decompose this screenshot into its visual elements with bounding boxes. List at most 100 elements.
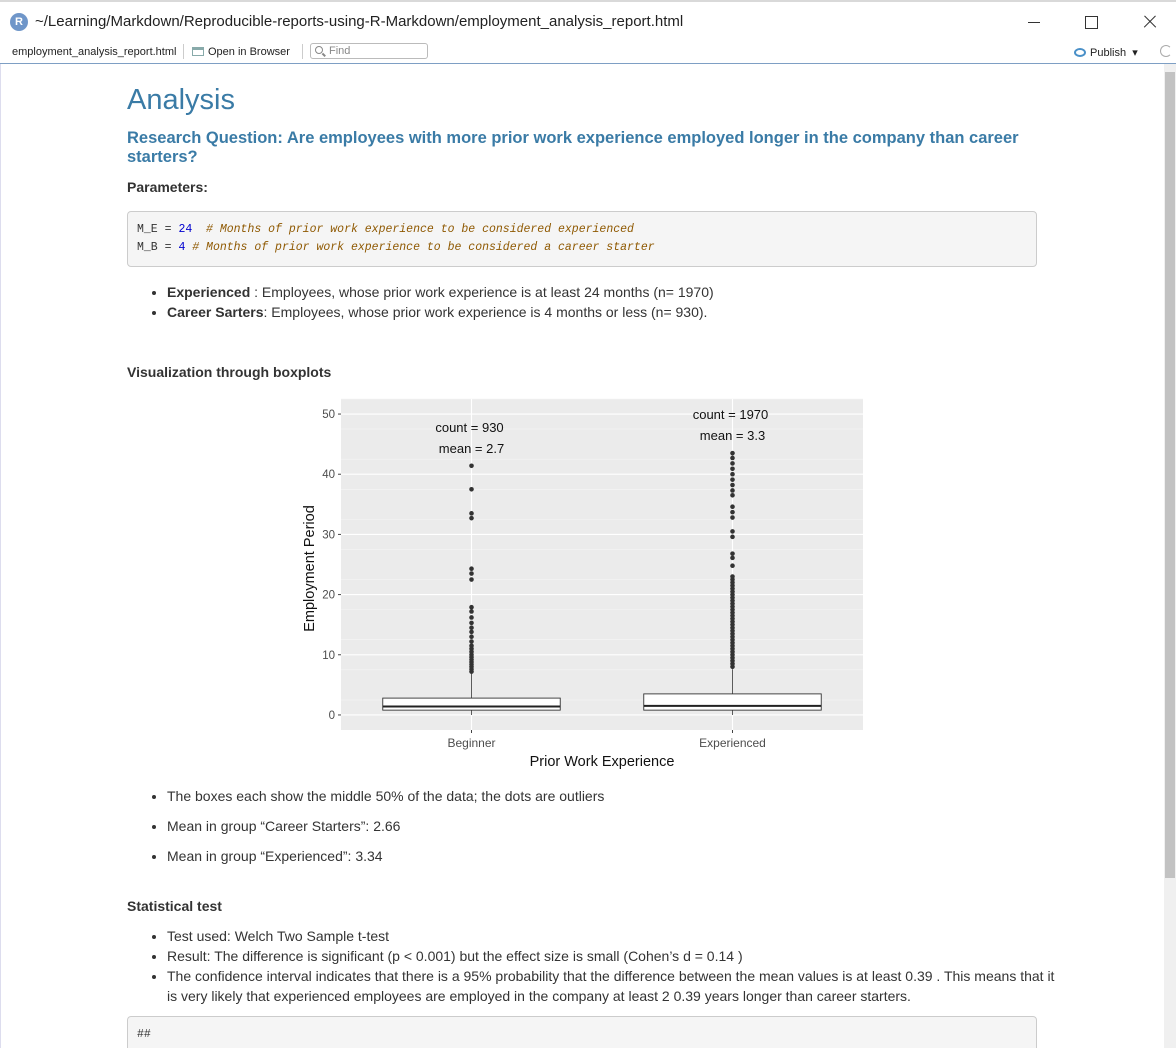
boxplot-figure: 0 10 20 30 40 50 Beginner Experienced count = 93…	[297, 394, 867, 774]
outlier-point	[469, 577, 474, 582]
page-title: Analysis	[127, 84, 235, 116]
outlier-point	[730, 563, 735, 569]
outlier-point	[730, 534, 735, 540]
outlier-point	[469, 511, 474, 516]
file-name-link[interactable]: employment_analysis_report.html	[12, 46, 177, 58]
browser-icon	[192, 47, 204, 56]
find-input[interactable]	[329, 44, 425, 58]
iqr-box	[643, 693, 822, 711]
y-tick-label: 10	[322, 650, 335, 662]
find-box	[310, 43, 428, 59]
list-item: The confidence interval indicates that t…	[167, 966, 1067, 1006]
publish-label: Publish	[1090, 47, 1127, 59]
outlier-point	[730, 574, 735, 579]
refresh-icon[interactable]	[1160, 45, 1172, 57]
x-tick-label: Beginner	[447, 736, 495, 750]
open-in-browser-label: Open in Browser	[208, 46, 290, 58]
minimize-button[interactable]	[1019, 8, 1049, 36]
list-item: Mean in group “Career Starters”: 2.66	[167, 816, 604, 836]
x-tick-label: Experienced	[699, 736, 766, 750]
outlier-point	[730, 461, 735, 466]
outlier-point	[730, 482, 735, 488]
toolbar-separator	[183, 44, 184, 59]
count-annotation: count = 1970	[693, 407, 769, 422]
box-beginner: count = 930 mean = 2.7	[382, 420, 561, 715]
outlier-point	[469, 625, 474, 630]
outlier-point	[730, 455, 735, 461]
code-line-2: M_B = 4 # Months of prior work experienc…	[137, 241, 655, 254]
maximize-button[interactable]	[1076, 8, 1106, 36]
outlier-point	[730, 492, 735, 498]
list-item: Career Sarters: Employees, whose prior w…	[167, 302, 714, 322]
outlier-point	[730, 515, 735, 520]
vertical-scrollbar[interactable]	[1164, 64, 1176, 1048]
list-item: Test used: Welch Two Sample t-test	[167, 926, 1067, 946]
output-code-block: ##	[127, 1016, 1037, 1048]
outlier-point	[730, 450, 735, 456]
iqr-box	[382, 697, 561, 711]
count-annotation: count = 930	[435, 420, 503, 435]
definitions-list: Experienced : Employees, whose prior wor…	[127, 282, 714, 322]
outlier-point	[469, 634, 474, 640]
search-icon	[315, 46, 323, 54]
outlier-point	[730, 477, 735, 482]
outlier-point	[730, 466, 735, 472]
outlier-point	[469, 639, 474, 644]
list-item: Result: The difference is significant (p…	[167, 946, 1067, 966]
r-logo-icon: R	[10, 13, 28, 31]
publish-button[interactable]: Publish ▾	[1074, 46, 1138, 59]
viewer-toolbar: employment_analysis_report.html Open in …	[0, 40, 1176, 64]
research-question: Research Question: Are employees with mo…	[127, 129, 1019, 166]
y-tick-label: 20	[322, 590, 335, 602]
list-item: Mean in group “Experienced”: 3.34	[167, 846, 604, 866]
y-tick-label: 40	[322, 469, 335, 481]
outlier-point	[730, 509, 735, 515]
code-line-1: M_E = 24 # Months of prior work experien…	[137, 223, 634, 236]
y-tick-label: 0	[329, 710, 335, 722]
outlier-point	[469, 566, 474, 572]
outlier-point	[730, 471, 735, 477]
viz-heading: Visualization through boxplots	[127, 364, 332, 380]
outlier-point	[730, 529, 735, 534]
code-output: ##	[137, 1028, 151, 1041]
publish-icon	[1074, 48, 1086, 57]
close-button[interactable]	[1134, 8, 1164, 36]
parameters-label: Parameters:	[127, 179, 208, 195]
box-experienced: count = 1970 mean = 3.3	[643, 407, 822, 715]
outlier-point	[469, 629, 474, 635]
boxplot-chart: 0 10 20 30 40 50 Beginner Experienced count = 93…	[302, 398, 863, 770]
outlier-point	[730, 555, 735, 561]
toolbar-separator	[302, 44, 303, 59]
stat-heading: Statistical test	[127, 898, 222, 914]
open-in-browser-button[interactable]: Open in Browser	[192, 46, 290, 58]
outlier-point	[469, 609, 474, 614]
list-item: The boxes each show the middle 50% of th…	[167, 786, 604, 806]
outlier-point	[469, 463, 474, 469]
y-tick-label: 50	[322, 409, 335, 421]
window-title: ~/Learning/Markdown/Reproducible-reports…	[35, 13, 684, 30]
stat-notes-list: Test used: Welch Two Sample t-test Resul…	[127, 926, 1067, 1006]
outlier-point	[730, 504, 735, 510]
y-tick-label: 30	[322, 529, 335, 541]
code-block: M_E = 24 # Months of prior work experien…	[127, 211, 1037, 267]
outlier-point	[469, 615, 474, 620]
document-viewport: Analysis Research Question: Are employee…	[0, 64, 1164, 1048]
x-axis-title: Prior Work Experience	[530, 754, 675, 770]
y-axis-title: Employment Period	[302, 505, 318, 632]
outlier-point	[469, 571, 474, 576]
outlier-point	[730, 488, 735, 493]
outlier-point	[469, 643, 474, 649]
scrollbar-thumb[interactable]	[1165, 72, 1175, 878]
outlier-point	[469, 620, 474, 626]
viz-notes-list: The boxes each show the middle 50% of th…	[127, 786, 604, 876]
mean-annotation: mean = 3.3	[700, 428, 765, 443]
mean-annotation: mean = 2.7	[439, 441, 504, 456]
outlier-point	[469, 486, 474, 492]
outlier-point	[469, 515, 474, 521]
outlier-point	[730, 551, 735, 556]
chevron-down-icon[interactable]: ▾	[1132, 47, 1138, 59]
outlier-point	[469, 604, 474, 610]
list-item: Experienced : Employees, whose prior wor…	[167, 282, 714, 302]
plot-panel	[341, 399, 863, 730]
window-title-bar: R ~/Learning/Markdown/Reproducible-repor…	[0, 0, 1176, 40]
